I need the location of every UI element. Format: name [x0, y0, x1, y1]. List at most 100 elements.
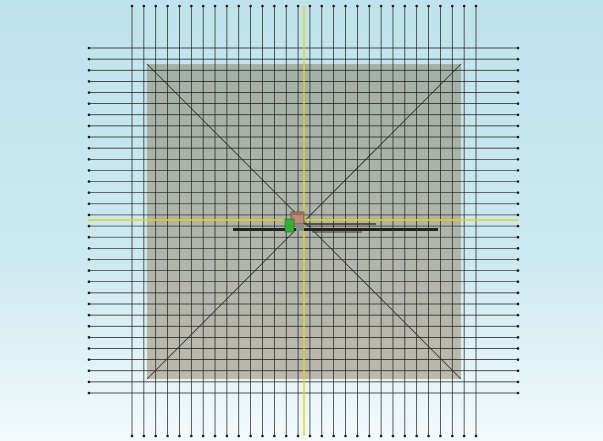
grid-endpoint-marker	[87, 324, 91, 328]
grid-endpoint-marker	[201, 434, 205, 438]
grid-endpoint-marker	[516, 202, 520, 206]
grid-endpoint-marker	[320, 434, 324, 438]
grid-endpoint-marker	[403, 434, 407, 438]
grid-endpoint-marker	[344, 4, 347, 8]
grid-endpoint-marker	[225, 434, 229, 438]
grid-endpoint-marker	[308, 4, 312, 8]
grid-endpoint-marker	[474, 434, 478, 438]
grid-endpoint-marker	[516, 169, 520, 172]
grid-endpoint-marker	[261, 4, 264, 8]
grid-endpoint-marker	[516, 291, 520, 295]
green-object[interactable]	[284, 218, 295, 233]
grid-endpoint-marker	[237, 4, 241, 8]
grid-endpoint-marker	[516, 46, 520, 50]
grid-endpoint-marker	[516, 347, 520, 350]
grid-endpoint-marker	[516, 369, 520, 373]
grid-endpoint-marker	[154, 4, 158, 8]
grid-endpoint-marker	[367, 4, 371, 8]
grid-endpoint-marker	[87, 124, 91, 128]
grid-endpoint-marker	[87, 380, 91, 384]
grid-endpoint-marker	[87, 224, 91, 228]
grid-endpoint-marker	[284, 434, 288, 438]
grid-endpoint-marker	[296, 4, 300, 8]
grid-endpoint-marker	[87, 135, 91, 139]
grid-endpoint-marker	[403, 4, 407, 8]
grid-endpoint-marker	[178, 4, 181, 8]
grid-endpoint-marker	[516, 113, 520, 117]
grid-endpoint-marker	[516, 302, 520, 306]
grid-endpoint-marker	[87, 369, 91, 373]
grid-endpoint-marker	[142, 434, 146, 438]
long-beam[interactable]	[233, 228, 438, 231]
grid-endpoint-marker	[516, 157, 520, 161]
grid-endpoint-marker	[154, 434, 158, 438]
model-group[interactable]	[233, 211, 438, 233]
grid-endpoint-marker	[87, 180, 91, 183]
grid-endpoint-marker	[391, 4, 395, 8]
grid-endpoint-marker	[87, 169, 91, 172]
grid-endpoint-marker	[516, 235, 520, 239]
grid-endpoint-marker	[87, 291, 91, 295]
grid-endpoint-marker	[87, 46, 91, 50]
grid-endpoint-marker	[87, 91, 91, 94]
grid-endpoint-marker	[516, 269, 520, 272]
grid-endpoint-marker	[439, 4, 442, 8]
grid-endpoint-marker	[142, 4, 146, 8]
grid-endpoint-marker	[516, 213, 520, 217]
grid-endpoint-marker	[237, 434, 241, 438]
grid-endpoint-marker	[415, 4, 418, 8]
grid-endpoint-marker	[249, 4, 252, 8]
grid-endpoint-marker	[332, 434, 335, 438]
grid-endpoint-marker	[87, 358, 91, 361]
grid-endpoint-marker	[87, 258, 91, 261]
grid-endpoint-marker	[87, 213, 91, 217]
grid-endpoint-marker	[516, 180, 520, 183]
grid-endpoint-marker	[516, 146, 520, 150]
grid-endpoint-marker	[391, 434, 395, 438]
grid-endpoint-marker	[225, 4, 229, 8]
grid-endpoint-marker	[427, 4, 430, 8]
grid-endpoint-marker	[516, 91, 520, 94]
grid-endpoint-marker	[87, 313, 91, 317]
grid-endpoint-marker	[166, 434, 169, 438]
grid-endpoint-marker	[516, 57, 520, 61]
grid-endpoint-marker	[273, 434, 276, 438]
grid-endpoint-marker	[516, 224, 520, 228]
grid-endpoint-marker	[474, 4, 478, 8]
grid-endpoint-marker	[190, 4, 193, 8]
box-lid	[291, 212, 304, 215]
grid-endpoint-marker	[516, 68, 520, 72]
grid-endpoint-marker	[516, 258, 520, 261]
grid-endpoint-marker	[261, 434, 264, 438]
grid-endpoint-marker	[130, 434, 134, 438]
grid-endpoint-marker	[516, 324, 520, 328]
grid-endpoint-marker	[516, 313, 520, 317]
grid-endpoint-marker	[87, 146, 91, 150]
grid-endpoint-marker	[516, 336, 520, 339]
grid-endpoint-marker	[367, 434, 371, 438]
grid-endpoint-marker	[439, 434, 442, 438]
grid-endpoint-marker	[450, 4, 454, 8]
grid-endpoint-marker	[87, 280, 91, 284]
grid-endpoint-marker	[273, 4, 276, 8]
grid-endpoint-marker	[201, 4, 205, 8]
small-gray-block	[296, 224, 304, 231]
grid-endpoint-marker	[379, 4, 383, 8]
grid-endpoint-marker	[308, 434, 312, 438]
grid-endpoint-marker	[462, 434, 466, 438]
grid-endpoint-marker	[516, 80, 520, 83]
grid-endpoint-marker	[87, 157, 91, 161]
grid-endpoint-marker	[87, 80, 91, 83]
grid-endpoint-marker	[516, 280, 520, 284]
grid-endpoint-marker	[213, 434, 217, 438]
grid-endpoint-marker	[516, 391, 520, 395]
grid-endpoint-marker	[320, 4, 324, 8]
grid-endpoint-marker	[356, 4, 359, 8]
grid-endpoint-marker	[87, 347, 91, 350]
grid-endpoint-marker	[332, 4, 335, 8]
grid-endpoint-marker	[87, 235, 91, 239]
grid-endpoint-marker	[166, 4, 169, 8]
grid-endpoint-marker	[87, 102, 91, 105]
